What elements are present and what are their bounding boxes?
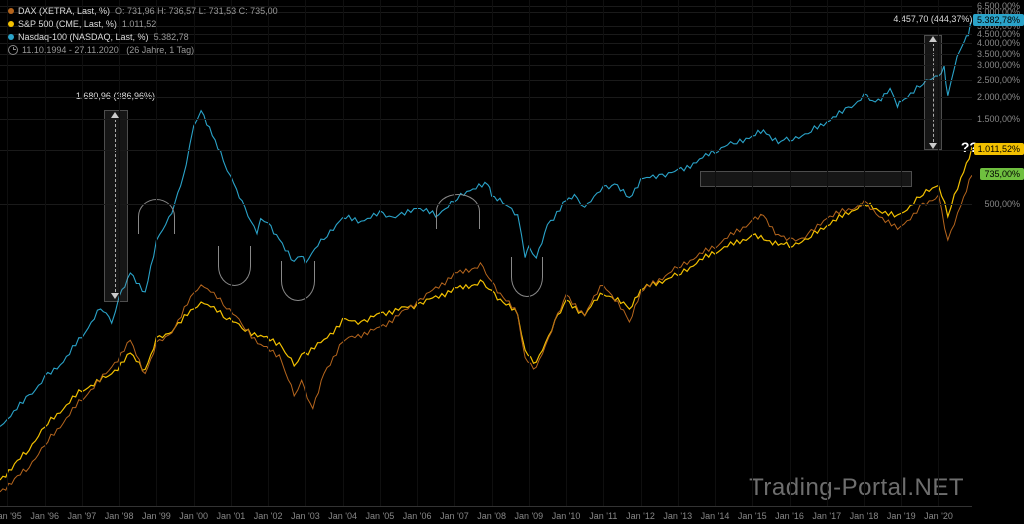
x-tick-label: Jan '16	[775, 511, 804, 521]
x-gridline	[827, 0, 828, 506]
x-tick-label: Jan '96	[30, 511, 59, 521]
arc-annotation	[281, 261, 315, 301]
y-axis: 6.500,00%6.000,00%5.000,00%4.500,00%4.00…	[972, 0, 1024, 506]
legend-date-range: 11.10.1994 - 27.11.2020 (26 Jahre, 1 Tag…	[8, 43, 278, 56]
legend-text: 11.10.1994 - 27.11.2020 (26 Jahre, 1 Tag…	[22, 45, 194, 55]
x-gridline	[603, 0, 604, 506]
y-tick-label: 4.000,00%	[977, 38, 1020, 48]
arc-annotation	[511, 257, 543, 297]
legend-text: DAX (XETRA, Last, %) O: 731,96 H: 736,57…	[18, 6, 278, 16]
price-label: 1.011,52%	[974, 143, 1024, 155]
x-gridline	[529, 0, 530, 506]
legend-row-dax: DAX (XETRA, Last, %) O: 731,96 H: 736,57…	[8, 4, 278, 17]
legend-row-nasdaq: Nasdaq-100 (NASDAQ, Last, %) 5.382,78	[8, 30, 278, 43]
arrow-down-icon	[929, 143, 937, 149]
price-label: 5.382,78%	[973, 14, 1024, 26]
x-tick-label: Jan '02	[254, 511, 283, 521]
x-tick-label: Jan '06	[403, 511, 432, 521]
chart-legend: DAX (XETRA, Last, %) O: 731,96 H: 736,57…	[8, 4, 278, 56]
x-tick-label: Jan '10	[552, 511, 581, 521]
x-gridline	[343, 0, 344, 506]
x-gridline	[715, 0, 716, 506]
x-tick-label: Jan '17	[812, 511, 841, 521]
x-tick-label: Jan '04	[328, 511, 357, 521]
x-gridline	[566, 0, 567, 506]
x-tick-label: Jan '18	[850, 511, 879, 521]
x-tick-label: Jan '11	[589, 511, 617, 521]
x-tick-label: Jan '09	[514, 511, 543, 521]
annotation-measure-line	[115, 114, 116, 297]
y-tick-label: 500,00%	[984, 199, 1020, 209]
x-tick-label: Jan '08	[477, 511, 506, 521]
x-gridline	[82, 0, 83, 506]
x-tick-label: Jan '00	[179, 511, 208, 521]
x-gridline	[938, 0, 939, 506]
x-gridline	[752, 0, 753, 506]
x-gridline	[231, 0, 232, 506]
x-gridline	[901, 0, 902, 506]
x-tick-label: Jan '19	[887, 511, 916, 521]
x-tick-label: Jan '20	[924, 511, 953, 521]
y-tick-label: 3.500,00%	[977, 49, 1020, 59]
x-gridline	[156, 0, 157, 506]
legend-text: Nasdaq-100 (NASDAQ, Last, %) 5.382,78	[18, 32, 189, 42]
x-tick-label: Jan '15	[738, 511, 767, 521]
annotation-label: 1.680,96 (386,96%)	[76, 91, 155, 101]
x-gridline	[417, 0, 418, 506]
clock-icon	[8, 45, 18, 55]
x-gridline	[641, 0, 642, 506]
y-tick-label: 2.500,00%	[977, 75, 1020, 85]
x-gridline	[380, 0, 381, 506]
x-tick-label: Jan '97	[68, 511, 97, 521]
legend-swatch-icon	[8, 8, 14, 14]
x-axis: Jan '95 Jan '96 Jan '97 Jan '98 Jan '99 Jan '…	[0, 506, 972, 524]
x-tick-label: Jan '14	[701, 511, 730, 521]
x-tick-label: Jan '98	[105, 511, 134, 521]
x-tick-label: Jan '13	[663, 511, 692, 521]
x-gridline	[454, 0, 455, 506]
chart-container: DAX (XETRA, Last, %) O: 731,96 H: 736,57…	[0, 0, 1024, 524]
x-gridline	[119, 0, 120, 506]
arc-annotation	[218, 246, 252, 286]
x-gridline	[268, 0, 269, 506]
annotation-box	[700, 171, 912, 187]
annotation-label: 4.457,70 (444,37%)	[893, 14, 972, 24]
x-tick-label: Jan '12	[626, 511, 655, 521]
x-tick-label: Jan '03	[291, 511, 320, 521]
x-gridline	[864, 0, 865, 506]
arrow-up-icon	[929, 36, 937, 42]
x-gridline	[45, 0, 46, 506]
legend-text: S&P 500 (CME, Last, %) 1.011,52	[18, 19, 156, 29]
x-gridline	[7, 0, 8, 506]
y-tick-label: 1.500,00%	[977, 114, 1020, 124]
x-gridline	[790, 0, 791, 506]
x-tick-label: Jan '07	[440, 511, 469, 521]
watermark: Trading-Portal.NET	[749, 474, 964, 502]
arc-annotation	[436, 194, 481, 229]
x-gridline	[194, 0, 195, 506]
x-gridline	[678, 0, 679, 506]
x-tick-label: Jan '05	[365, 511, 394, 521]
y-tick-label: 3.000,00%	[977, 60, 1020, 70]
x-tick-label: Jan '99	[142, 511, 171, 521]
legend-swatch-icon	[8, 34, 14, 40]
y-tick-label: 2.000,00%	[977, 92, 1020, 102]
x-tick-label: Jan '95	[0, 511, 22, 521]
x-tick-label: Jan '01	[217, 511, 246, 521]
legend-swatch-icon	[8, 21, 14, 27]
legend-row-sp500: S&P 500 (CME, Last, %) 1.011,52	[8, 17, 278, 30]
x-gridline	[492, 0, 493, 506]
x-gridline	[305, 0, 306, 506]
price-label: 735,00%	[980, 168, 1024, 180]
